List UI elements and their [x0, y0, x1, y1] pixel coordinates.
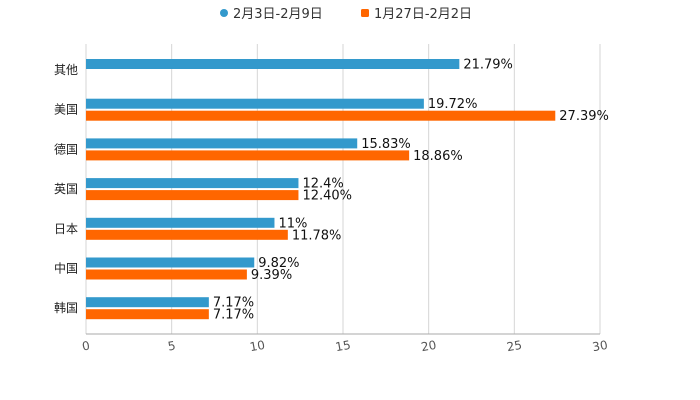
x-tick-label: 15 [334, 338, 351, 354]
data-label: 7.17% [213, 296, 254, 311]
category-label: 德国 [54, 141, 78, 156]
x-tick-label: 0 [81, 338, 91, 353]
bar-1-4 [86, 229, 288, 240]
category-label: 韩国 [54, 300, 78, 315]
category-label: 英国 [54, 182, 78, 196]
bar-0-6 [86, 297, 209, 308]
legend-label: 2月3日-2月9日 [233, 7, 323, 22]
data-label: 21.79% [463, 58, 513, 73]
bar-0-3 [86, 178, 299, 189]
category-label: 日本 [54, 222, 78, 236]
category-label: 其他 [54, 63, 78, 77]
data-label: 11% [278, 216, 307, 231]
category-label: 美国 [54, 103, 78, 117]
x-tick-label: 10 [249, 338, 266, 354]
x-tick-label: 25 [506, 338, 523, 354]
bar-0-5 [86, 257, 255, 268]
data-label: 12.4% [302, 177, 343, 192]
data-label: 9.82% [258, 256, 299, 271]
bar-0-4 [86, 217, 275, 228]
bar-1-6 [86, 309, 209, 320]
data-label: 9.39% [251, 268, 292, 283]
bar-0-1 [86, 98, 424, 109]
data-label: 27.39% [559, 109, 609, 124]
category-label: 中国 [54, 261, 78, 276]
legend-marker-1 [361, 9, 369, 17]
bar-1-2 [86, 150, 410, 161]
data-label: 15.83% [361, 137, 411, 152]
legend-marker-0 [220, 9, 228, 17]
x-tick-label: 5 [167, 338, 177, 353]
bar-0-0 [86, 59, 460, 69]
bar-0-2 [86, 138, 358, 149]
data-label: 19.72% [428, 97, 478, 112]
data-label: 11.78% [292, 228, 342, 243]
x-tick-label: 20 [420, 338, 437, 354]
bar-1-3 [86, 190, 299, 201]
data-label: 7.17% [213, 308, 254, 323]
x-tick-label: 30 [591, 338, 608, 354]
data-label: 12.40% [302, 189, 352, 204]
legend-label: 1月27日-2月2日 [374, 7, 472, 22]
bar-1-1 [86, 110, 556, 121]
bar-1-5 [86, 269, 247, 280]
data-label: 18.86% [413, 149, 463, 164]
